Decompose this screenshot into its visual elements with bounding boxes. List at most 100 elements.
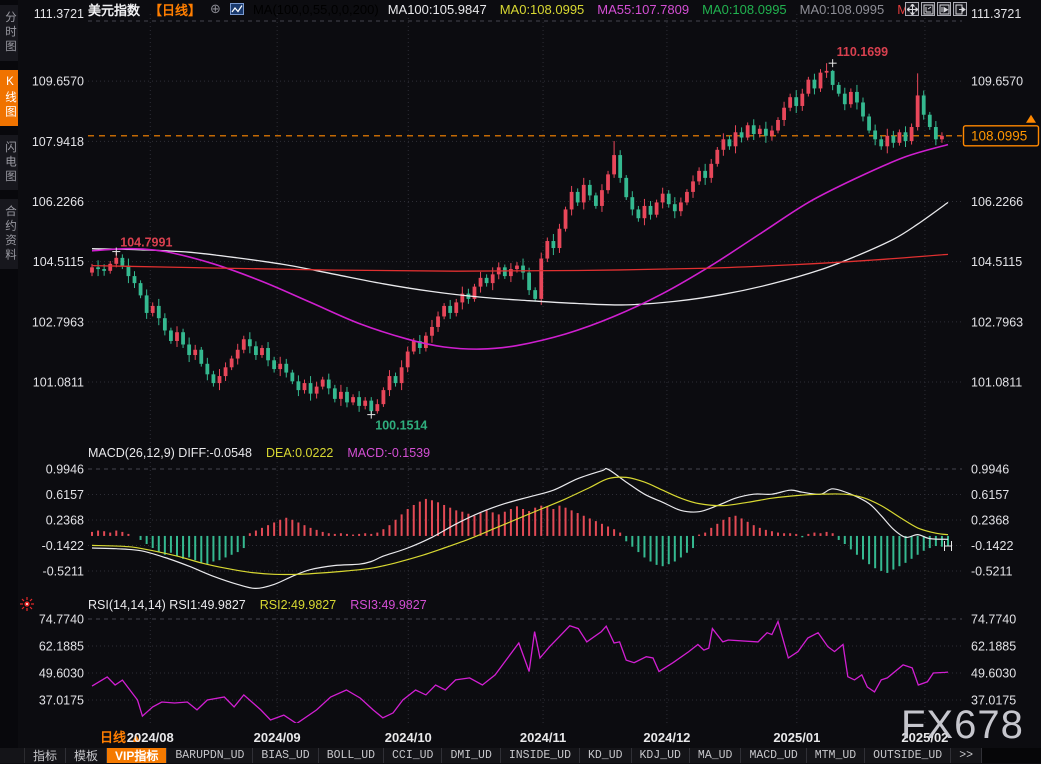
y-tick-label-left: 106.2266 bbox=[32, 195, 84, 209]
ma-line-MA100 bbox=[91, 201, 949, 306]
left-sidebar: 分时图 K线图闪电图合约资料 bbox=[0, 0, 18, 763]
price-panel bbox=[88, 63, 962, 415]
tab-bar-corner bbox=[0, 748, 25, 763]
rsi-line bbox=[91, 619, 949, 723]
x-axis-month-label: 2025/01 bbox=[773, 730, 820, 745]
x-axis-month-label: 2024/09 bbox=[254, 730, 301, 745]
indicator-tab-2[interactable]: VIP指标 bbox=[107, 748, 168, 763]
indicator-tab-1[interactable]: 模板 bbox=[66, 748, 108, 763]
y-tick-label-right: 109.6570 bbox=[971, 75, 1023, 89]
indicator-tab-13[interactable]: MTM_UD bbox=[806, 748, 866, 763]
indicator-tab-14[interactable]: OUTSIDE_UD bbox=[865, 748, 952, 763]
indicator-value-label: MACD(26,12,9) DIFF:-0.0548 bbox=[88, 446, 252, 460]
candles-layer bbox=[90, 63, 944, 415]
y-tick-label-right: 49.6030 bbox=[971, 667, 1016, 681]
y-tick-label-right: 74.7740 bbox=[971, 613, 1016, 627]
y-tick-label-right: 62.1885 bbox=[971, 640, 1016, 654]
x-axis-month-label: 2024/10 bbox=[385, 730, 432, 745]
mini-chart-icon[interactable] bbox=[229, 3, 244, 15]
y-tick-label-left: 0.9946 bbox=[46, 463, 84, 477]
x-axis-month-label: 2025/02 bbox=[901, 730, 948, 745]
indicator-tab-11[interactable]: MA_UD bbox=[689, 748, 742, 763]
price-annotation-label: 100.1514 bbox=[375, 419, 427, 433]
svg-text:108.0995: 108.0995 bbox=[971, 128, 1027, 143]
x-axis-month-label: 2024/12 bbox=[643, 730, 690, 745]
current-bar-marker bbox=[944, 541, 952, 552]
price-annotation-label: 104.7991 bbox=[120, 236, 172, 250]
ma-line-MA55 bbox=[91, 143, 949, 350]
y-tick-label-right: -0.1422 bbox=[971, 539, 1013, 553]
chart-toolbar bbox=[905, 2, 967, 16]
sidebar-tab-0[interactable]: 分时图 bbox=[0, 5, 18, 61]
y-tick-label-left: 74.7740 bbox=[39, 613, 84, 627]
y-tick-label-right: 37.0175 bbox=[971, 694, 1016, 708]
y-tick-label-right: 0.2368 bbox=[971, 513, 1009, 527]
y-tick-label-left: -0.1422 bbox=[42, 539, 84, 553]
indicator-alert-icon[interactable] bbox=[20, 597, 34, 616]
y-tick-label-left: 109.6570 bbox=[32, 75, 84, 89]
x-axis-row: 日线 ▲2024/08 2024/09 2024/10 2024/11 2024/12 2… bbox=[100, 730, 948, 745]
pane-play-icon[interactable] bbox=[937, 2, 951, 16]
y-tick-label-left: 111.3721 bbox=[34, 7, 84, 21]
pane-shift-icon[interactable] bbox=[953, 2, 967, 16]
indicator-tab-bar: 指标 模板 VIP指标 BARUPDN_UD BIAS_UD BOLL_UD CCI_UD D… bbox=[0, 748, 1041, 763]
sidebar-tab-3[interactable]: 合约资料 bbox=[0, 199, 18, 269]
indicator-tab-4[interactable]: BIAS_UD bbox=[253, 748, 319, 763]
ma-legend-item: MA0:108.0995 bbox=[702, 1, 787, 17]
y-tick-label-left: 102.7963 bbox=[32, 315, 84, 329]
macd-line-DIFF bbox=[91, 467, 949, 590]
more-tabs-button[interactable]: >> bbox=[951, 748, 982, 763]
y-tick-label-left: 107.9418 bbox=[32, 135, 84, 149]
y-tick-label-right: 111.3721 bbox=[971, 7, 1021, 21]
y-tick-label-left: 0.2368 bbox=[46, 513, 84, 527]
price-annotations: 110.1699 104.7991 100.1514 bbox=[112, 45, 888, 433]
sidebar-tab-1[interactable]: K线图 bbox=[0, 69, 18, 126]
y-tick-label-left: 62.1885 bbox=[39, 640, 84, 654]
y-tick-label-right: 106.2266 bbox=[971, 195, 1023, 209]
rsi-indicator-labels: RSI(14,14,14) RSI1:49.9827 RSI2:49.9827 RS… bbox=[88, 598, 427, 612]
indicator-tab-3[interactable]: BARUPDN_UD bbox=[167, 748, 254, 763]
ma-legend-item: MA100:105.9847 bbox=[387, 1, 487, 17]
rsi-panel bbox=[91, 619, 949, 723]
x-axis-month-label: 2024/11 bbox=[520, 730, 566, 745]
x-axis-month-label: 2024/08 bbox=[127, 730, 174, 745]
indicator-tab-10[interactable]: KDJ_UD bbox=[631, 748, 690, 763]
indicator-value-label: RSI2:49.9827 bbox=[259, 598, 337, 612]
indicator-tab-9[interactable]: KD_UD bbox=[579, 748, 632, 763]
y-tick-label-right: 0.9946 bbox=[971, 463, 1009, 477]
indicator-tab-5[interactable]: BOLL_UD bbox=[318, 748, 385, 763]
indicator-tab-12[interactable]: MACD_UD bbox=[741, 748, 807, 763]
y-tick-label-right: 101.0811 bbox=[971, 376, 1022, 390]
indicator-value-label: MACD:-0.1539 bbox=[347, 446, 431, 460]
ma-legend: MA100:105.9847 MA0:108.0995 MA55:107.7809 M… bbox=[388, 2, 917, 17]
pane-shrink-icon[interactable] bbox=[921, 2, 935, 16]
sidebar-tab-2[interactable]: 闪电图 bbox=[0, 134, 18, 190]
period-tag: 【日线】 bbox=[149, 2, 202, 18]
y-tick-label-left: 104.5115 bbox=[33, 255, 84, 269]
indicator-value-label: RSI(14,14,14) RSI1:49.9827 bbox=[88, 598, 246, 612]
circle-plus-icon[interactable]: ⊕ bbox=[210, 1, 221, 16]
indicator-tab-6[interactable]: CCI_UD bbox=[384, 748, 443, 763]
chart-title-bar: 美元指数 【日线】 ⊕ MA(100,0,55,0,0,200) MA100:10… bbox=[88, 1, 917, 18]
indicator-tab-8[interactable]: INSIDE_UD bbox=[500, 748, 580, 763]
macd-panel bbox=[91, 467, 952, 590]
symbol-title: 美元指数 bbox=[88, 2, 141, 18]
ma-legend-item: MA55:107.7809 bbox=[597, 1, 690, 17]
ma-legend-item: MA0:108.0995 bbox=[499, 1, 585, 17]
indicator-tab-0[interactable]: 指标 bbox=[25, 748, 67, 763]
indicator-tab-7[interactable]: DMI_UD bbox=[442, 748, 501, 763]
y-tick-label-right: 102.7963 bbox=[971, 315, 1023, 329]
period-selector[interactable]: 日线 ▲ bbox=[100, 730, 142, 745]
current-price-marker: 108.0995 bbox=[962, 114, 1040, 147]
ma-line-MA200 bbox=[91, 253, 949, 272]
month-gridlines bbox=[149, 14, 926, 723]
macd-line-DEA bbox=[91, 476, 949, 576]
y-tick-label-left: 101.0811 bbox=[33, 376, 84, 390]
y-tick-label-right: 104.5115 bbox=[971, 255, 1022, 269]
price-annotation-label: 110.1699 bbox=[837, 45, 888, 59]
indicator-value-label: RSI3:49.9827 bbox=[350, 598, 427, 612]
y-tick-label-left: 37.0175 bbox=[39, 694, 84, 708]
crosshair-move-icon[interactable] bbox=[905, 2, 919, 16]
